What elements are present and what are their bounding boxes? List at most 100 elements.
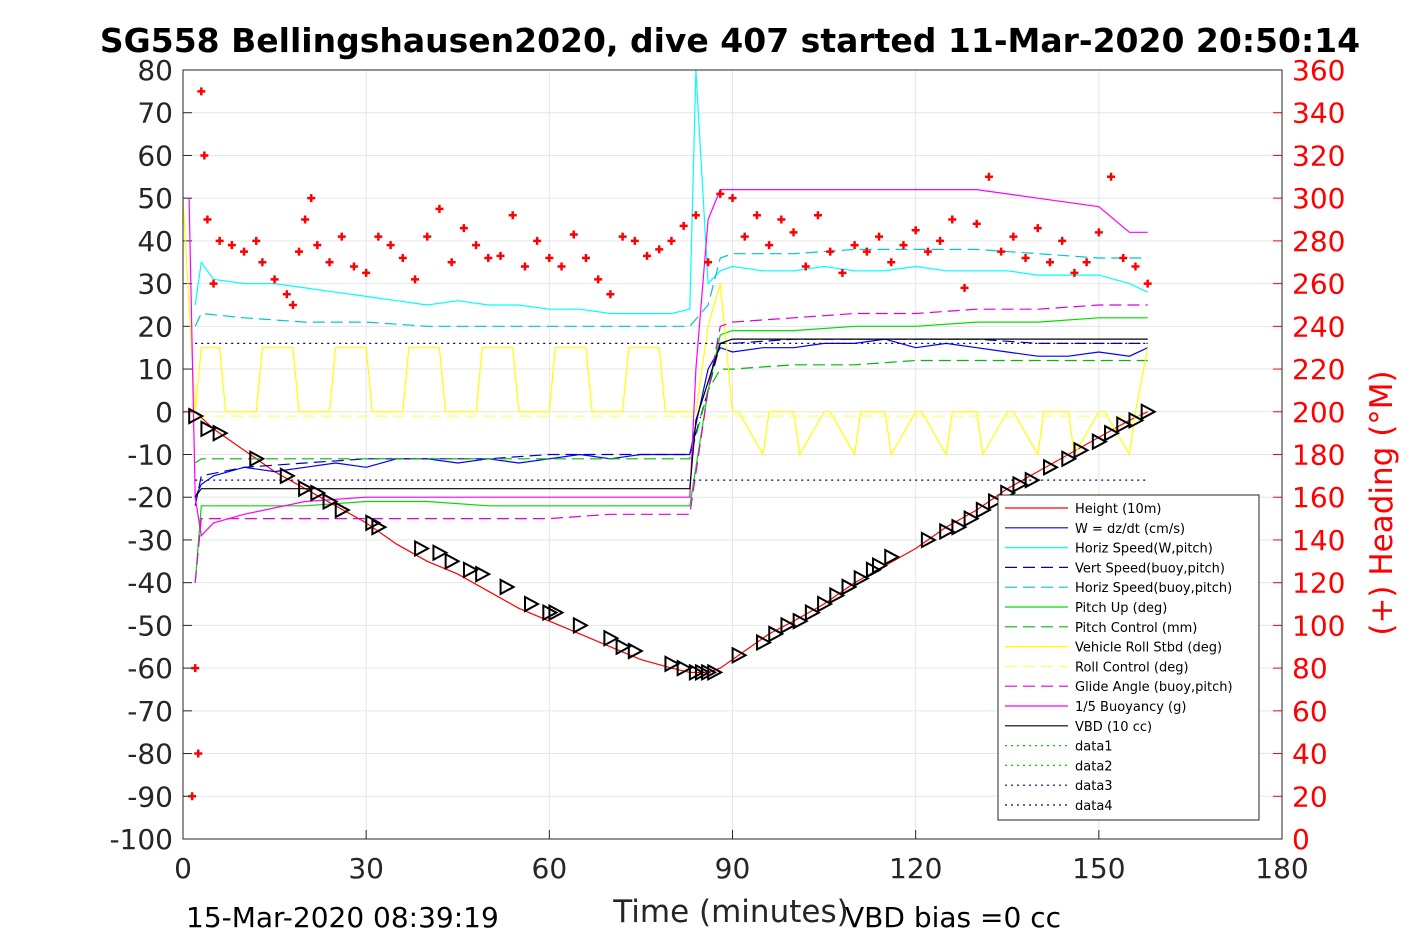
x-tick-label: 30: [348, 852, 384, 885]
x-tick-label: 150: [1072, 852, 1125, 885]
depth-point: [524, 595, 541, 613]
right-tick-label: 220: [1292, 353, 1345, 386]
legend-label: W = dz/dt (cm/s): [1075, 522, 1185, 537]
legend-label: Pitch Control (mm): [1075, 621, 1197, 636]
depth-point: [371, 518, 388, 536]
heading-point: [349, 262, 358, 271]
y-tick-label: -80: [127, 738, 173, 771]
y-tick-label: -30: [127, 524, 173, 557]
footer-timestamp: 15-Mar-2020 08:39:19: [186, 901, 499, 934]
heading-point: [643, 251, 652, 260]
heading-point: [447, 258, 456, 267]
depth-point: [322, 492, 339, 511]
depth-point: [768, 625, 785, 643]
depth-point: [817, 595, 834, 613]
heading-point: [1033, 224, 1042, 233]
y-tick-label: 40: [137, 225, 173, 258]
heading-point: [240, 247, 249, 256]
heading-point: [545, 253, 554, 262]
right-tick-label: 200: [1292, 396, 1345, 429]
heading-point: [911, 226, 920, 235]
depth-point: [841, 578, 858, 596]
heading-point: [972, 219, 981, 228]
right-tick-label: 120: [1292, 567, 1345, 600]
heading-point: [801, 262, 810, 271]
depth-point: [200, 420, 217, 438]
heading-point: [508, 211, 517, 220]
depth-point: [298, 480, 315, 498]
heading-point: [1107, 172, 1116, 181]
depth-point: [1073, 441, 1090, 459]
heading-point: [679, 221, 688, 230]
right-tick-label: 20: [1292, 780, 1328, 813]
heading-point: [1009, 232, 1018, 241]
depth-point: [188, 407, 205, 425]
depth-point: [279, 467, 296, 485]
heading-point: [484, 253, 493, 262]
heading-point: [887, 258, 896, 267]
depth-point: [310, 484, 327, 502]
heading-point: [618, 232, 627, 241]
legend-label: data3: [1075, 779, 1113, 794]
depth-markers: [188, 403, 1157, 682]
legend-label: Horiz Speed(W,pitch): [1075, 542, 1213, 557]
right-axis-label: (+) Heading (°M): [1364, 370, 1400, 635]
depth-point: [1042, 458, 1060, 476]
heading-point: [472, 241, 481, 250]
right-tick-label: 60: [1292, 695, 1328, 728]
heading-point: [533, 236, 542, 245]
heading-point: [594, 275, 603, 284]
y-tick-label: -100: [109, 823, 173, 856]
heading-point: [191, 664, 200, 673]
legend-label: data1: [1075, 740, 1113, 755]
legend-label: Pitch Up (deg): [1075, 601, 1167, 616]
heading-point: [899, 241, 908, 250]
heading-point: [569, 230, 578, 239]
y-tick-label: 50: [137, 182, 173, 215]
heading-point: [307, 194, 316, 203]
heading-point: [1131, 262, 1140, 271]
depth-point: [731, 646, 748, 664]
heading-point: [520, 262, 529, 271]
y-tick-label: 20: [137, 310, 173, 343]
heading-point: [423, 232, 432, 241]
series-line-11: [194, 338, 1148, 498]
plot-frame: [182, 69, 1283, 840]
heading-point: [496, 251, 505, 260]
heading-point: [209, 279, 218, 288]
legend: Height (10m) W = dz/dt (cm/s) Horiz Speed(…: [997, 494, 1260, 821]
heading-point: [1070, 268, 1079, 277]
depth-point: [475, 565, 492, 583]
depth-point: [884, 548, 901, 566]
heading-point: [337, 232, 346, 241]
heading-point: [826, 247, 835, 256]
heading-point: [862, 247, 871, 256]
x-tick-label: 0: [174, 852, 192, 885]
heading-point: [411, 275, 420, 284]
x-axis-ticks: 0 30 60 90 120 150 180: [174, 830, 1309, 885]
heading-point: [789, 228, 798, 237]
depth-point: [939, 522, 956, 541]
heading-point: [295, 247, 304, 256]
depth-point: [499, 578, 516, 596]
legend-label: Height (10m): [1075, 502, 1161, 517]
heading-point: [740, 232, 749, 241]
heading-point: [459, 224, 468, 233]
legend-label: data4: [1075, 799, 1113, 814]
right-tick-label: 160: [1292, 481, 1345, 514]
heading-point: [258, 258, 267, 267]
y-tick-label: -60: [127, 652, 173, 685]
right-axis-ticks: 3603403203002802602402202001801601401201…: [1273, 54, 1345, 856]
heading-point: [777, 215, 786, 224]
heading-point: [194, 749, 203, 758]
heading-point: [765, 241, 774, 250]
depth-point: [963, 509, 980, 528]
chart-title: SG558 Bellingshausen2020, dive 407 start…: [100, 21, 1360, 60]
right-tick-label: 0: [1292, 823, 1310, 856]
right-tick-label: 80: [1292, 652, 1328, 685]
x-axis-label: Time (minutes): [612, 894, 848, 930]
depth-point: [249, 450, 266, 468]
legend-label: Vehicle Roll Stbd (deg): [1075, 641, 1222, 656]
legend-label: Glide Angle (buoy,pitch): [1075, 680, 1233, 695]
x-tick-label: 90: [715, 852, 751, 885]
